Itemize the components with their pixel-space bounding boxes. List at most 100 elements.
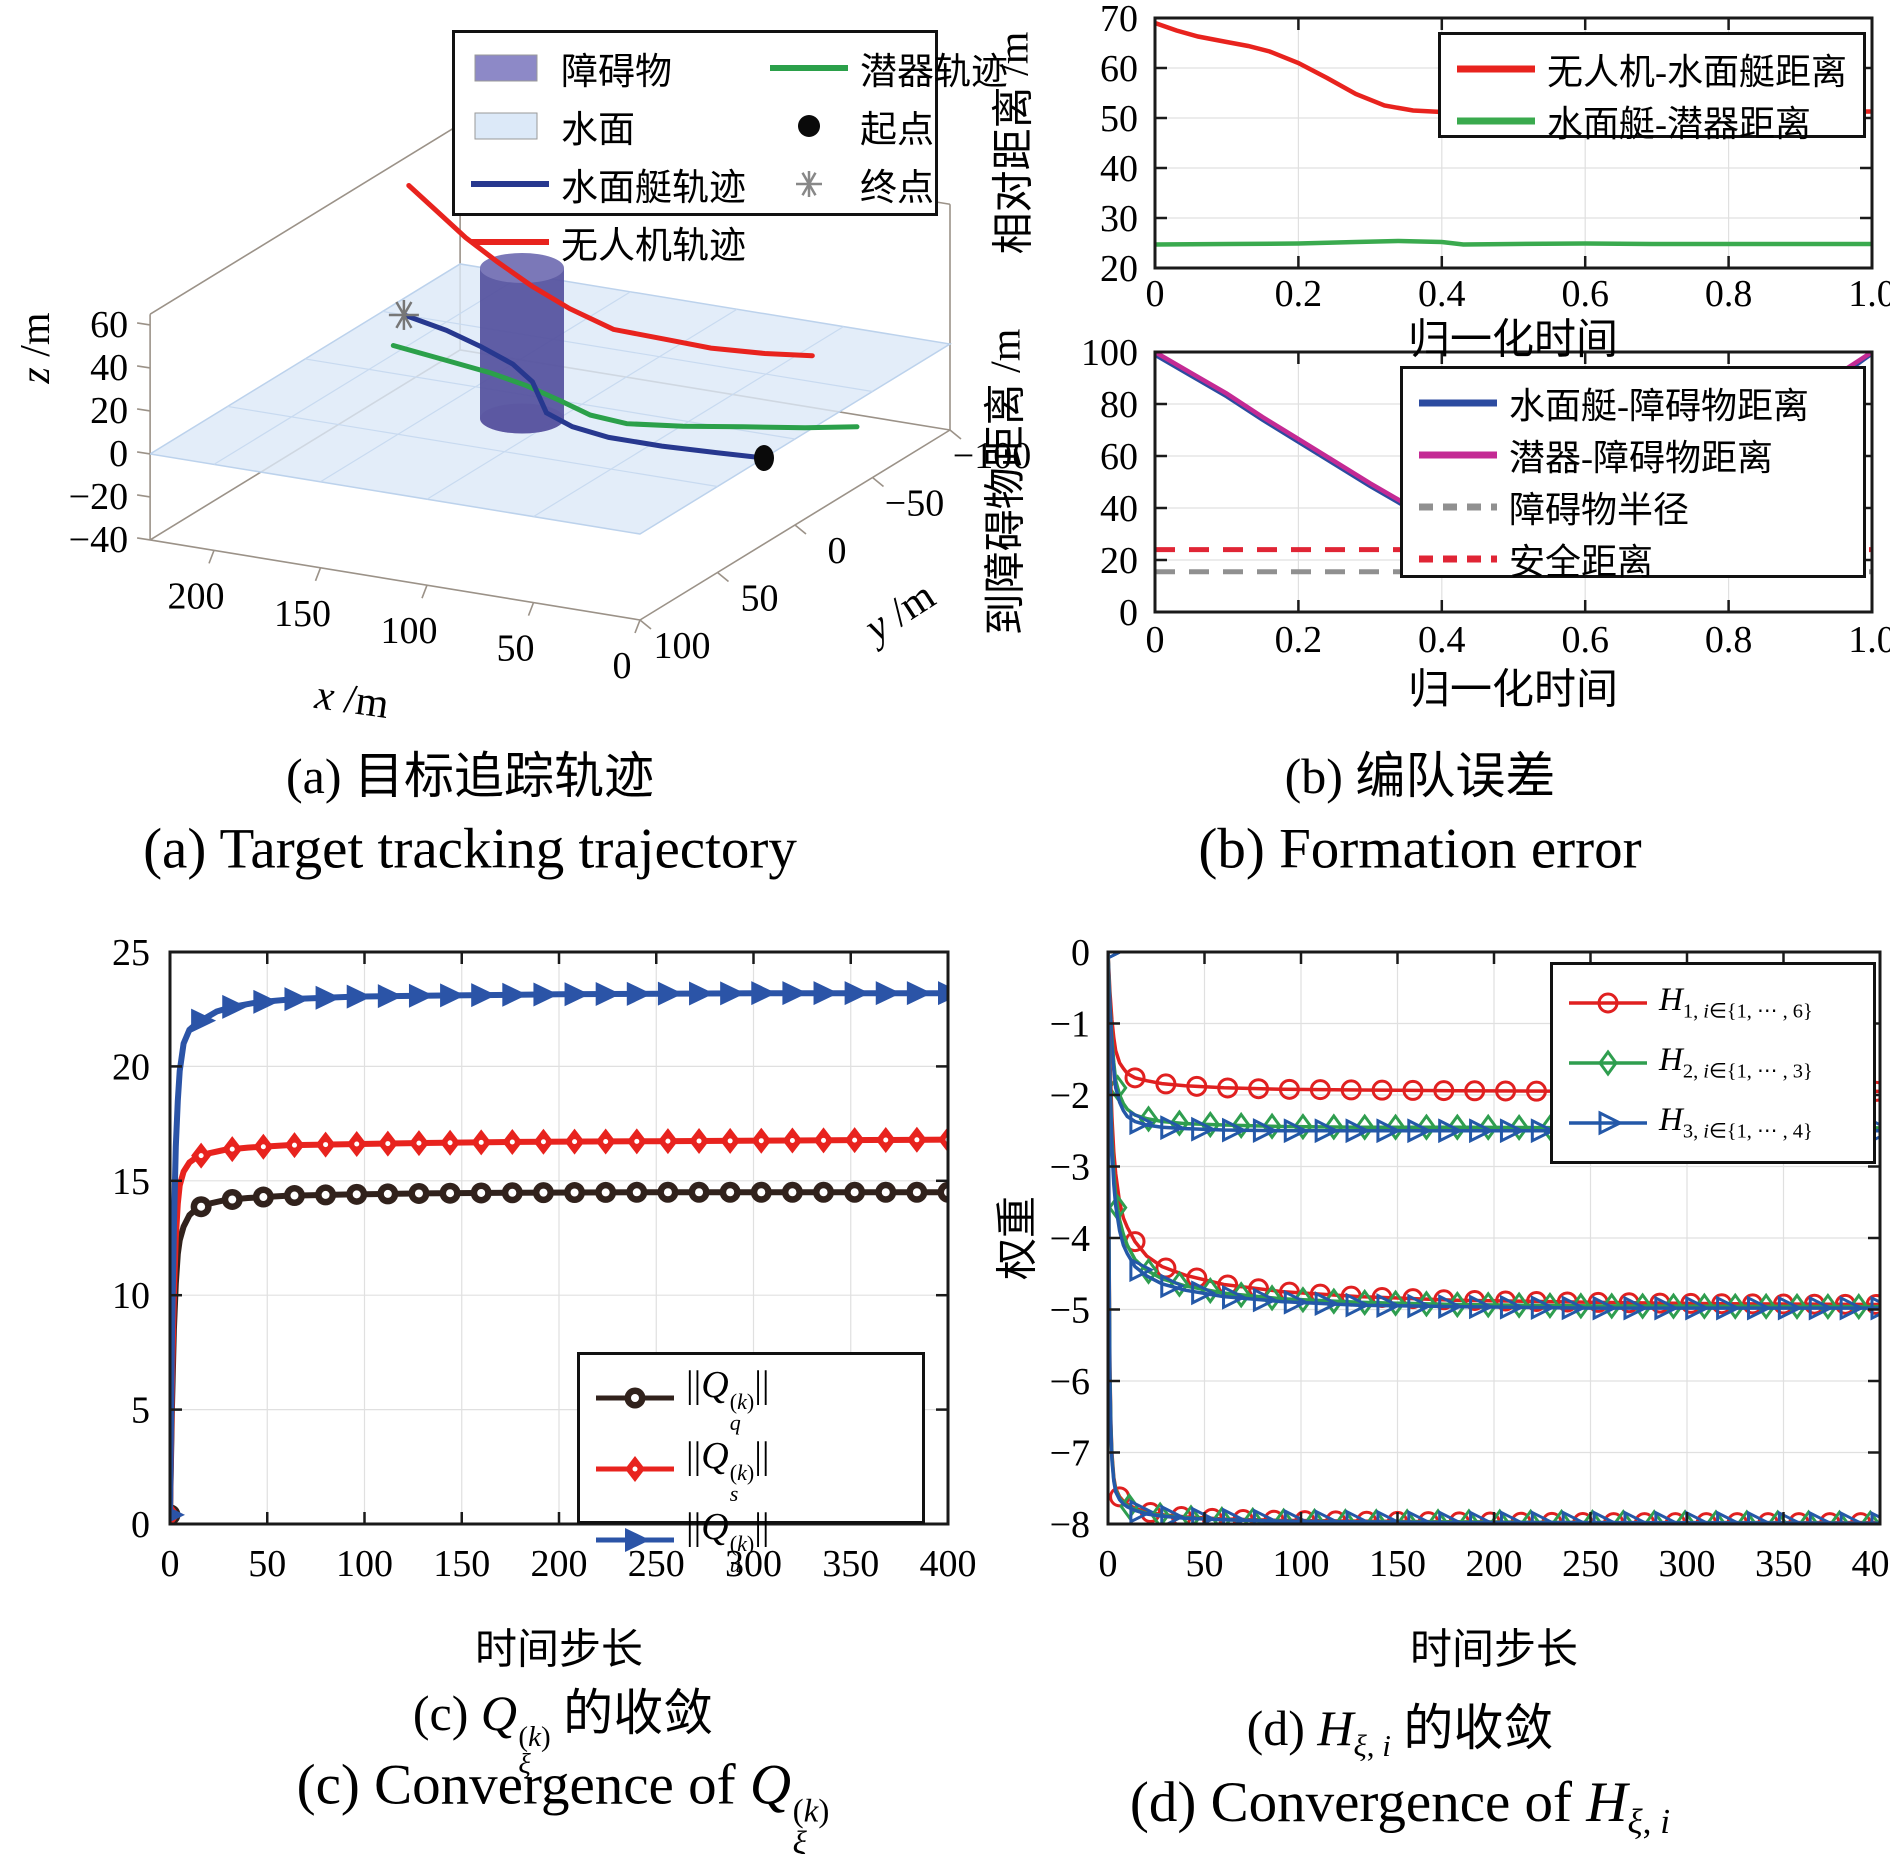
- tick-label: 300: [725, 1543, 782, 1585]
- start-point-marker: [754, 445, 774, 471]
- tick-label: 60: [1100, 436, 1138, 478]
- caption-b-zh: (b) 编队误差: [1284, 748, 1556, 804]
- legend-item-H2-a: H2, i∈{1, ⋯ , 3}: [1565, 1042, 1861, 1084]
- tick-label: −1: [1050, 1004, 1090, 1046]
- tick-label: 50: [741, 578, 779, 620]
- tick-label: −7: [1050, 1433, 1090, 1475]
- tick-label: −6: [1050, 1361, 1090, 1403]
- series-usv-trajectory: [401, 312, 767, 461]
- tick-label: 5: [131, 1390, 150, 1432]
- tick-label: 400: [920, 1543, 977, 1585]
- tick-label: 40: [1100, 488, 1138, 530]
- tick-label: 0: [1146, 273, 1165, 315]
- plot-frame-b_bottom: [1153, 350, 1874, 614]
- legend-label: H3, i∈{1, ⋯ , 4}: [1659, 1102, 1813, 1143]
- legend-item-Qu-norm: ||Q (k) u ||: [592, 1505, 910, 1576]
- tick-label: 350: [822, 1543, 879, 1585]
- series-auv-trajectory: [390, 343, 860, 431]
- tick-label: 150: [1369, 1543, 1426, 1585]
- tick-label: 100: [1081, 332, 1138, 374]
- H1-a-swatch: [1569, 992, 1647, 1014]
- Qs-norm-swatch: [596, 1456, 674, 1483]
- safety-distance-swatch: [1419, 555, 1497, 563]
- usv-auv-distance-swatch: [1457, 117, 1535, 125]
- a-xlabel: x /m: [312, 672, 392, 728]
- tick-label: 25: [112, 932, 150, 974]
- legend-label: 水面艇-潜器距离: [1547, 104, 1811, 144]
- tick-label: 400: [1852, 1543, 1890, 1585]
- b-top-ylabel: 相对距离 /m: [991, 31, 1038, 255]
- tick-label: 20: [1100, 540, 1138, 582]
- legend-item-obstacle-radius: 障碍物半径: [1415, 481, 1851, 533]
- legend-item-Qs-norm: ||Q (k) s ||: [592, 1434, 910, 1505]
- series-H3-b: [1108, 952, 1880, 1310]
- legend-item-end-point: 终点: [766, 157, 1008, 211]
- b-top-xlabel: 归一化时间: [1407, 317, 1619, 364]
- tick-label: 0: [1146, 619, 1165, 661]
- d-xlabel: 时间步长: [1409, 1627, 1579, 1674]
- legend-item-auv-obstacle-distance: 潜器-障碍物距离: [1415, 429, 1851, 481]
- tick-label: −8: [1050, 1504, 1090, 1546]
- c-xlabel: 时间步长: [474, 1627, 644, 1674]
- tick-label: 20: [1100, 248, 1138, 290]
- legend-label: H2, i∈{1, ⋯ , 3}: [1659, 1042, 1813, 1083]
- H3-a-swatch: [1569, 1110, 1647, 1136]
- auv-trajectory-swatch: [770, 65, 848, 71]
- caption-a-en: (a) Target tracking trajectory: [143, 817, 797, 881]
- tick-label: 0: [1119, 592, 1138, 634]
- legend-item-safety-distance: 安全距离: [1415, 533, 1851, 585]
- legend-label: 水面艇-障碍物距离: [1509, 386, 1809, 426]
- markers-H2-b: [1108, 1194, 1869, 1321]
- tick-label: 0: [1071, 932, 1090, 974]
- tick-label: 350: [1755, 1543, 1812, 1585]
- markers-Qu-norm: [170, 981, 948, 1523]
- series-H3-a: [1108, 952, 1880, 1133]
- tick-label: 100: [1273, 1543, 1330, 1585]
- tick-label: 0.6: [1561, 273, 1609, 315]
- tick-label: 80: [1100, 384, 1138, 426]
- tick-label: −40: [69, 519, 128, 561]
- start-point-swatch: [798, 115, 820, 137]
- caption-c-en: (c) Convergence of Q (k) ξ: [296, 1753, 830, 1854]
- tick-label: 50: [1100, 98, 1138, 140]
- tick-label: 0.4: [1418, 619, 1466, 661]
- legend-label: 无人机-水面艇距离: [1547, 52, 1847, 92]
- tick-label: −5: [1050, 1290, 1090, 1332]
- plot-frame-b_top: [1153, 16, 1874, 270]
- tick-label: 0: [1099, 1543, 1118, 1585]
- legend-item-obstacle: 障碍物: [467, 41, 746, 95]
- caption-a-zh: (a) 目标追踪轨迹: [286, 748, 654, 804]
- markers-Qq-norm: [170, 1181, 948, 1524]
- legend-label: 潜器轨迹: [860, 52, 1008, 93]
- legend-item-start-point: 起点: [766, 99, 1008, 153]
- tick-label: 150: [274, 593, 331, 635]
- tick-label: −2: [1050, 1075, 1090, 1117]
- end-point-marker: [388, 299, 419, 330]
- caption-d-zh: (d) Hξ, i 的收敛: [1246, 1700, 1554, 1763]
- tick-label: 30: [1100, 198, 1138, 240]
- tick-label: −20: [69, 476, 128, 518]
- tick-label: 0: [131, 1504, 150, 1546]
- tick-label: 0.8: [1705, 273, 1753, 315]
- tick-label: 200: [1466, 1543, 1523, 1585]
- legend-label: ||Q (k) u ||: [686, 1505, 770, 1578]
- tick-label: 70: [1100, 0, 1138, 40]
- uav-trajectory-swatch: [471, 239, 549, 245]
- tick-label: −50: [885, 483, 944, 525]
- tick-label: 40: [1100, 148, 1138, 190]
- Qu-norm-swatch: [596, 1528, 674, 1553]
- legend-b_bottom: 水面艇-障碍物距离 潜器-障碍物距离 障碍物半径 安全距离: [1400, 366, 1866, 582]
- legend-label: ||Q (k) q ||: [686, 1364, 770, 1436]
- tick-label: 60: [90, 304, 128, 346]
- end-point-swatch: [796, 171, 822, 197]
- legend-label: 水面艇轨迹: [561, 168, 746, 209]
- tick-label: 10: [112, 1275, 150, 1317]
- legend-item-H1-a: H1, i∈{1, ⋯ , 6}: [1565, 982, 1861, 1024]
- legend-d: H1, i∈{1, ⋯ , 6} H2, i∈{1, ⋯ , 3} H3, i∈{1…: [1550, 962, 1876, 1164]
- tick-label: 20: [90, 390, 128, 432]
- obstacle-radius-swatch: [1419, 503, 1497, 511]
- usv-obstacle-distance-swatch: [1419, 399, 1497, 407]
- legend-label: 无人机轨迹: [561, 226, 746, 267]
- tick-label: 0.2: [1275, 273, 1323, 315]
- tick-label: 40: [90, 347, 128, 389]
